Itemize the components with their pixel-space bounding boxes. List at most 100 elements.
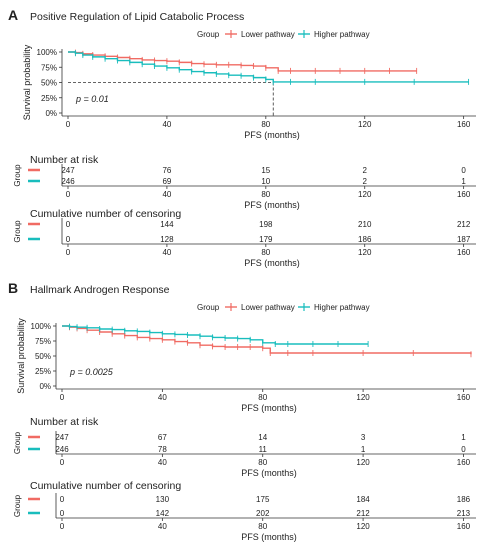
risk-table-value-lower: 0: [461, 166, 466, 175]
censor-table-value-higher: 187: [457, 235, 471, 244]
risk-table-value-lower: 3: [361, 433, 366, 442]
y-tick-label: 25%: [35, 367, 51, 376]
censor-table-x-tick-label: 120: [358, 248, 372, 257]
y-tick-label: 50%: [35, 352, 51, 361]
censor-table-x-axis-label: PFS (months): [244, 258, 300, 268]
risk-table-title: Number at risk: [30, 154, 99, 166]
censor-table-title: Cumulative number of censoring: [30, 480, 181, 492]
risk-table-value-higher: 11: [259, 445, 268, 454]
y-tick-label: 75%: [35, 337, 51, 346]
risk-table-value-higher: 0: [461, 445, 466, 454]
censor-table-value-higher: 186: [358, 235, 372, 244]
censor-table-value-higher: 213: [457, 509, 471, 518]
censor-table-value-higher: 202: [256, 509, 270, 518]
y-tick-label: 100%: [31, 322, 51, 331]
p-value-label: p = 0.01: [75, 94, 109, 104]
survival-curve-higher: [68, 51, 469, 83]
risk-table-x-tick-label: 160: [457, 190, 471, 199]
censor-table-value-lower: 0: [66, 220, 71, 229]
risk-table-value-lower: 14: [258, 433, 267, 442]
survival-curve-higher: [62, 325, 369, 345]
risk-table-value-higher: 1: [461, 177, 466, 186]
risk-table-group-label: Group: [13, 431, 22, 454]
censor-table-x-tick-label: 120: [356, 522, 370, 531]
risk-table-value-higher: 246: [61, 177, 75, 186]
censor-table-group-label: Group: [13, 220, 22, 243]
x-tick-label: 160: [457, 393, 471, 402]
y-tick-label: 25%: [41, 94, 57, 103]
censor-table-value-higher: 212: [356, 509, 370, 518]
censor-table-x-tick-label: 40: [158, 522, 167, 531]
censor-table-title: Cumulative number of censoring: [30, 208, 181, 220]
x-tick-label: 80: [258, 393, 267, 402]
risk-table-value-higher: 1: [361, 445, 366, 454]
censor-table-value-higher: 0: [66, 235, 71, 244]
censor-table-value-higher: 142: [156, 509, 170, 518]
risk-table-value-lower: 15: [261, 166, 270, 175]
legend-label: Higher pathway: [314, 30, 370, 39]
censor-table-x-axis-label: PFS (months): [241, 532, 297, 542]
risk-table-value-higher: 78: [158, 445, 167, 454]
x-tick-label: 40: [162, 120, 171, 129]
risk-table-x-tick-label: 120: [358, 190, 372, 199]
censor-table-value-lower: 212: [457, 220, 471, 229]
risk-table-x-tick-label: 120: [356, 458, 370, 467]
risk-table-value-lower: 247: [61, 166, 75, 175]
censor-table-value-higher: 179: [259, 235, 273, 244]
legend-label: Higher pathway: [314, 303, 370, 312]
risk-table-x-axis-label: PFS (months): [244, 200, 300, 210]
panel-letter: B: [8, 280, 18, 296]
risk-table-x-tick-label: 80: [261, 190, 270, 199]
risk-table-value-lower: 1: [461, 433, 466, 442]
censor-table-value-higher: 0: [60, 509, 65, 518]
censor-table-value-lower: 175: [256, 495, 270, 504]
x-tick-label: 0: [66, 120, 71, 129]
censor-table-x-tick-label: 0: [60, 522, 65, 531]
x-axis-label: PFS (months): [241, 403, 297, 413]
censor-table-value-higher: 128: [160, 235, 174, 244]
censor-table-x-tick-label: 160: [457, 248, 471, 257]
y-tick-label: 50%: [41, 79, 57, 88]
risk-table-title: Number at risk: [30, 416, 99, 428]
panel-letter: A: [8, 7, 18, 23]
y-tick-label: 100%: [37, 48, 57, 57]
y-axis-label: Survival probability: [16, 318, 26, 394]
censor-table-x-tick-label: 0: [66, 248, 71, 257]
censor-table-x-tick-label: 40: [162, 248, 171, 257]
censor-table-x-tick-label: 80: [261, 248, 270, 257]
censor-table-value-lower: 210: [358, 220, 372, 229]
risk-table-value-lower: 247: [55, 433, 69, 442]
risk-table-x-tick-label: 40: [158, 458, 167, 467]
risk-table-value-lower: 67: [158, 433, 167, 442]
risk-table-value-lower: 2: [363, 166, 368, 175]
risk-table-group-label: Group: [13, 164, 22, 187]
x-tick-label: 80: [261, 120, 270, 129]
legend-label: Lower pathway: [241, 303, 295, 312]
risk-table-value-higher: 2: [363, 177, 368, 186]
x-tick-label: 0: [60, 393, 65, 402]
y-axis-label: Survival probability: [22, 44, 32, 120]
risk-table-x-tick-label: 160: [457, 458, 471, 467]
censor-table-value-lower: 144: [160, 220, 174, 229]
censor-table-value-lower: 198: [259, 220, 273, 229]
risk-table-x-tick-label: 40: [162, 190, 171, 199]
chart-title: Hallmark Androgen Response: [30, 284, 170, 296]
chart-title: Positive Regulation of Lipid Catabolic P…: [30, 11, 244, 23]
censor-table-value-lower: 130: [156, 495, 170, 504]
x-axis-label: PFS (months): [244, 130, 300, 140]
censor-table-value-lower: 186: [457, 495, 471, 504]
x-tick-label: 40: [158, 393, 167, 402]
risk-table-value-higher: 10: [261, 177, 270, 186]
legend-title: Group: [197, 30, 220, 39]
censor-table-group-label: Group: [13, 494, 22, 517]
y-tick-label: 0%: [45, 109, 57, 118]
legend-label: Lower pathway: [241, 30, 295, 39]
censor-table-value-lower: 0: [60, 495, 65, 504]
risk-table-x-tick-label: 0: [66, 190, 71, 199]
risk-table-value-lower: 76: [162, 166, 171, 175]
x-tick-label: 160: [457, 120, 471, 129]
p-value-label: p = 0.0025: [69, 367, 114, 377]
risk-table-x-tick-label: 0: [60, 458, 65, 467]
risk-table-value-higher: 69: [162, 177, 171, 186]
